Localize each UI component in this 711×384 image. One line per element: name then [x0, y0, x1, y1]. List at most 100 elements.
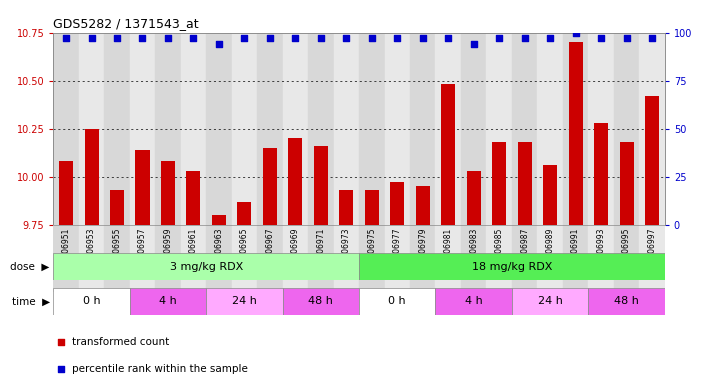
Bar	[614, 33, 639, 225]
Text: GSM306991: GSM306991	[571, 228, 580, 275]
Bar	[53, 253, 359, 280]
Point	[392, 35, 403, 41]
Text: 48 h: 48 h	[309, 296, 333, 306]
Point	[646, 35, 658, 41]
Text: 4 h: 4 h	[159, 296, 177, 306]
Bar	[512, 225, 538, 292]
Text: GSM306953: GSM306953	[87, 228, 96, 275]
Bar	[563, 33, 589, 225]
Bar	[79, 225, 105, 292]
Text: GSM306987: GSM306987	[520, 228, 529, 275]
Bar	[645, 96, 659, 225]
Bar	[385, 33, 410, 225]
Point	[137, 35, 148, 41]
Bar	[181, 225, 206, 292]
Text: GSM306989: GSM306989	[545, 228, 555, 275]
Bar	[589, 33, 614, 225]
Bar	[232, 33, 257, 225]
Point	[239, 35, 250, 41]
Bar	[129, 288, 206, 315]
Bar	[385, 225, 410, 292]
Bar	[435, 33, 461, 225]
Bar	[212, 215, 226, 225]
Point	[213, 41, 225, 47]
Point	[545, 35, 556, 41]
Text: GSM306997: GSM306997	[648, 228, 656, 275]
Point	[289, 35, 301, 41]
Text: 3 mg/kg RDX: 3 mg/kg RDX	[169, 262, 243, 272]
Text: percentile rank within the sample: percentile rank within the sample	[72, 364, 247, 374]
Bar	[333, 225, 359, 292]
Bar	[563, 225, 589, 292]
Bar	[308, 225, 333, 292]
Text: dose  ▶: dose ▶	[11, 262, 50, 272]
Bar	[105, 225, 129, 292]
Bar	[466, 171, 481, 225]
Bar	[359, 33, 385, 225]
Bar	[410, 33, 435, 225]
Text: GDS5282 / 1371543_at: GDS5282 / 1371543_at	[53, 17, 199, 30]
Bar	[206, 33, 232, 225]
Bar	[206, 225, 232, 292]
Text: 48 h: 48 h	[614, 296, 639, 306]
Bar	[435, 225, 461, 292]
Bar	[333, 33, 359, 225]
Point	[264, 35, 276, 41]
Text: GSM306967: GSM306967	[265, 228, 274, 275]
Bar	[339, 190, 353, 225]
Bar	[53, 33, 79, 225]
Bar	[53, 288, 129, 315]
Point	[519, 35, 530, 41]
Bar	[486, 225, 512, 292]
Bar	[589, 288, 665, 315]
Text: 4 h: 4 h	[465, 296, 483, 306]
Bar	[543, 165, 557, 225]
Bar	[461, 225, 486, 292]
Bar	[538, 33, 563, 225]
Text: GSM306957: GSM306957	[138, 228, 147, 275]
Bar	[512, 288, 589, 315]
Point	[366, 35, 378, 41]
Bar	[206, 288, 283, 315]
Bar	[181, 33, 206, 225]
Bar	[129, 33, 155, 225]
Text: GSM306969: GSM306969	[291, 228, 300, 275]
Bar	[232, 225, 257, 292]
Bar	[105, 33, 129, 225]
Text: GSM306971: GSM306971	[316, 228, 326, 275]
Bar	[359, 288, 435, 315]
Text: GSM306959: GSM306959	[164, 228, 173, 275]
Bar	[136, 150, 149, 225]
Text: GSM306951: GSM306951	[62, 228, 70, 275]
Text: time  ▶: time ▶	[11, 296, 50, 306]
Bar	[390, 182, 405, 225]
Point	[162, 35, 173, 41]
Point	[188, 35, 199, 41]
Bar	[359, 225, 385, 292]
Text: GSM306979: GSM306979	[418, 228, 427, 275]
Point	[621, 35, 632, 41]
Bar	[410, 225, 435, 292]
Text: 18 mg/kg RDX: 18 mg/kg RDX	[471, 262, 552, 272]
Bar	[614, 225, 639, 292]
Bar	[314, 146, 328, 225]
Bar	[492, 142, 506, 225]
Text: GSM306973: GSM306973	[342, 228, 351, 275]
Text: 24 h: 24 h	[232, 296, 257, 306]
Point	[570, 30, 582, 36]
Bar	[155, 33, 181, 225]
Text: GSM306995: GSM306995	[622, 228, 631, 275]
Text: 0 h: 0 h	[388, 296, 406, 306]
Bar	[59, 161, 73, 225]
Bar	[257, 225, 283, 292]
Bar	[308, 33, 333, 225]
Bar	[442, 84, 455, 225]
Text: GSM306983: GSM306983	[469, 228, 479, 275]
Point	[417, 35, 429, 41]
Point	[315, 35, 326, 41]
Bar	[283, 288, 359, 315]
Text: GSM306977: GSM306977	[392, 228, 402, 275]
Text: GSM306985: GSM306985	[495, 228, 503, 275]
Bar	[289, 138, 302, 225]
Bar	[85, 129, 99, 225]
